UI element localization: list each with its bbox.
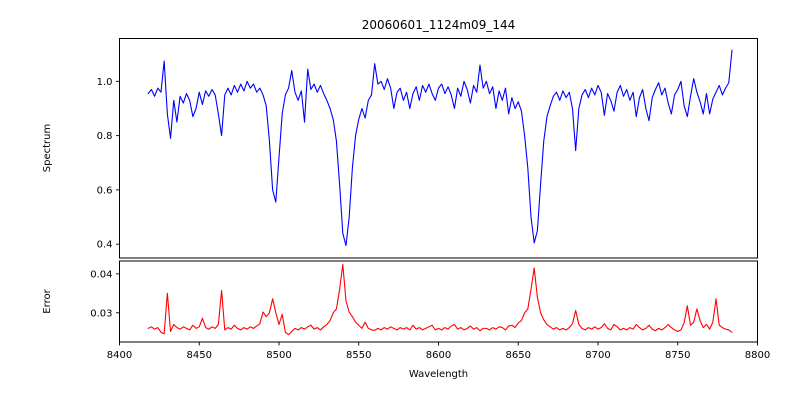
- x-tick-label: 8650: [506, 350, 531, 361]
- error-line: [147, 263, 733, 336]
- x-axis-ticks: 8400 8450 8500 8550 8600 8650 8700 8750 8800: [107, 342, 770, 361]
- spectrum-y-axis-label: Spectrum: [42, 124, 53, 172]
- x-tick-label: 8500: [266, 350, 291, 361]
- x-tick-label: 8600: [426, 350, 451, 361]
- y-tick-label: 0.4: [97, 240, 113, 251]
- x-tick-label: 8400: [107, 350, 132, 361]
- y-tick-label: 0.04: [90, 269, 112, 280]
- chart-title: 20060601_1124m09_144: [362, 18, 515, 32]
- error-y-axis-ticks: 0.03 0.04: [90, 269, 120, 319]
- y-tick-label: 1.0: [97, 77, 113, 88]
- x-axis-label: Wavelength: [409, 369, 468, 380]
- spectrum-line: [147, 49, 733, 247]
- x-tick-label: 8700: [585, 350, 610, 361]
- y-tick-label: 0.03: [90, 308, 112, 319]
- x-tick-label: 8450: [187, 350, 212, 361]
- y-tick-label: 0.8: [97, 131, 113, 142]
- spectrum-panel-frame: [119, 38, 758, 259]
- x-tick-label: 8550: [346, 350, 371, 361]
- spectrum-y-axis-ticks: 0.4 0.6 0.8 1.0: [97, 77, 120, 251]
- x-tick-label: 8750: [665, 350, 690, 361]
- x-tick-label: 8800: [745, 350, 770, 361]
- y-tick-label: 0.6: [97, 185, 113, 196]
- error-y-axis-label: Error: [42, 288, 53, 313]
